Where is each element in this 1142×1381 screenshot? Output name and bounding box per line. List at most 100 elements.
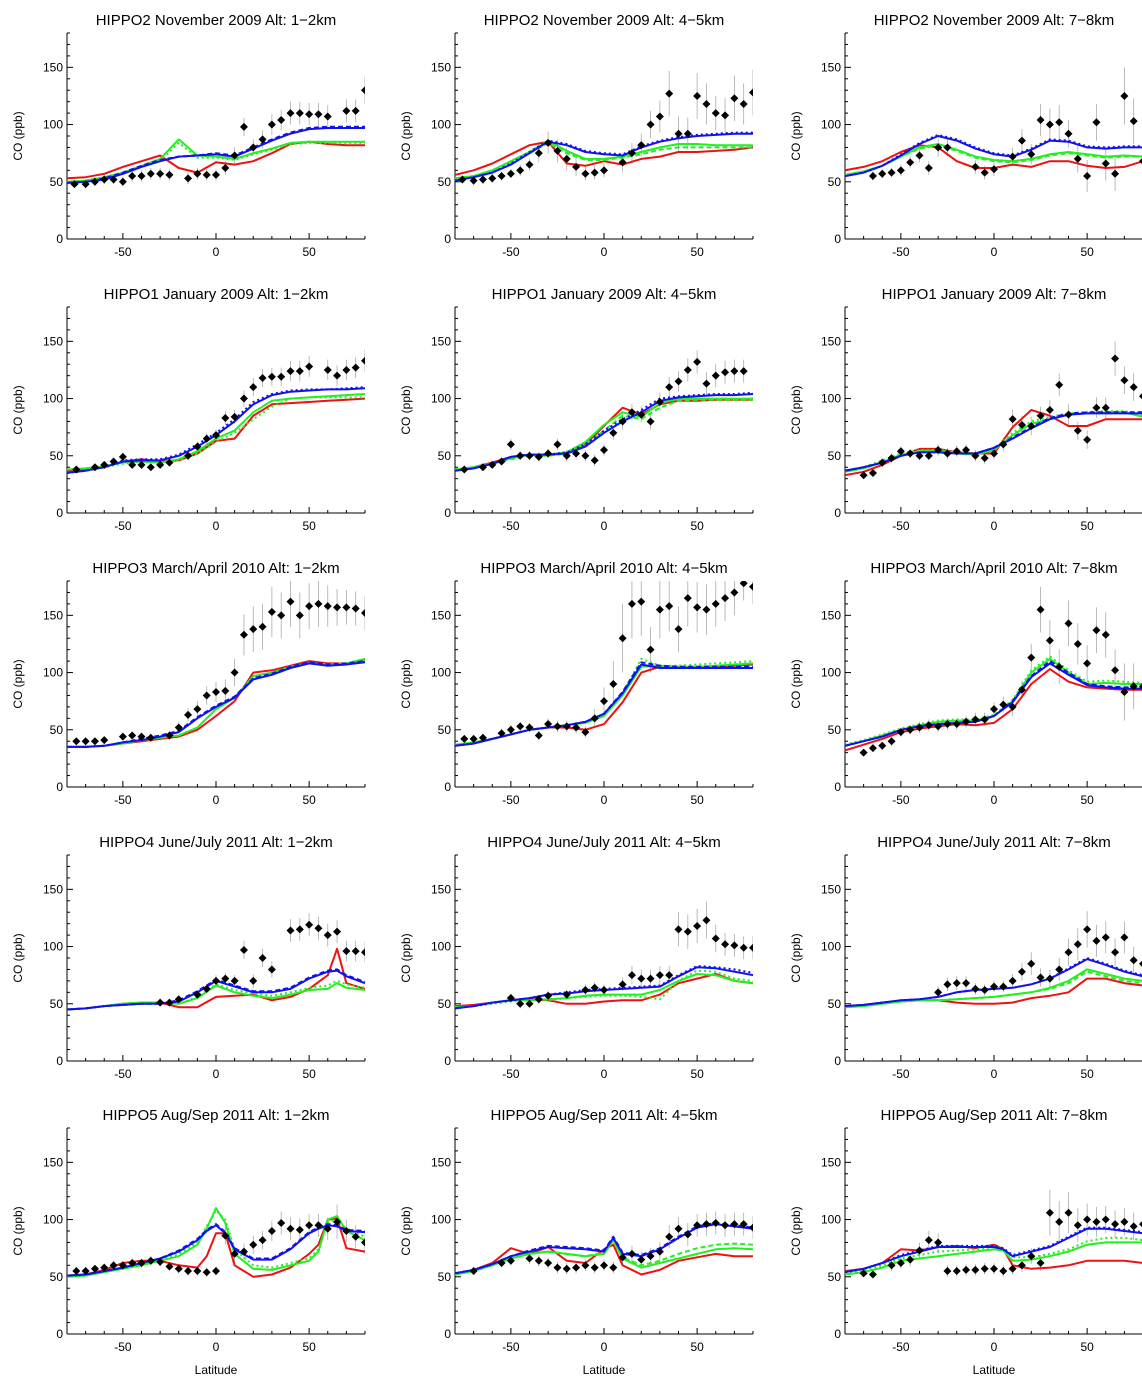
x-tick-label: 0 bbox=[601, 519, 608, 533]
panel-title: HIPPO4 June/July 2011 Alt: 4−5km bbox=[487, 834, 721, 851]
obs-point bbox=[665, 383, 674, 392]
obs-point bbox=[562, 451, 571, 460]
obs-point bbox=[572, 162, 581, 171]
y-tick-label: 0 bbox=[444, 232, 451, 246]
obs-point bbox=[1111, 1220, 1120, 1229]
obs-point bbox=[249, 625, 258, 634]
y-tick-label: 150 bbox=[431, 882, 451, 896]
y-tick-label: 0 bbox=[834, 232, 841, 246]
y-tick-label: 100 bbox=[821, 1213, 841, 1227]
obs-point bbox=[146, 1256, 155, 1265]
obs-point bbox=[590, 714, 599, 723]
obs-point bbox=[221, 686, 230, 695]
obs-point bbox=[267, 965, 276, 974]
x-tick-label: -50 bbox=[892, 793, 910, 807]
obs-point bbox=[72, 1267, 81, 1276]
series-line-4 bbox=[67, 127, 365, 184]
obs-point bbox=[952, 720, 961, 729]
obs-point bbox=[506, 725, 515, 734]
obs-point bbox=[868, 172, 877, 181]
obs-point bbox=[1027, 959, 1036, 968]
obs-point bbox=[1111, 948, 1120, 957]
obs-point bbox=[351, 947, 360, 956]
obs-point bbox=[544, 991, 553, 1000]
obs-point bbox=[906, 449, 915, 458]
obs-point bbox=[351, 1232, 360, 1241]
obs-point bbox=[109, 1261, 118, 1270]
obs-point bbox=[693, 357, 702, 366]
obs-point bbox=[1036, 1259, 1045, 1268]
obs-point bbox=[600, 697, 608, 706]
panel-14: HIPPO5 Aug/Sep 2011 Alt: 4−5km 0 50 100 150 -… bbox=[399, 1107, 754, 1377]
y-tick-label: 100 bbox=[821, 392, 841, 406]
obs-point bbox=[81, 1267, 90, 1276]
obs-point bbox=[146, 169, 155, 178]
obs-point bbox=[230, 668, 239, 677]
obs-point bbox=[683, 129, 692, 138]
obs-point bbox=[702, 1220, 711, 1229]
obs-point bbox=[1064, 410, 1073, 419]
y-tick-label: 100 bbox=[43, 666, 63, 680]
obs-point bbox=[165, 998, 174, 1007]
y-tick-label: 0 bbox=[56, 232, 63, 246]
plot-area bbox=[67, 581, 365, 748]
obs-point bbox=[971, 984, 980, 993]
y-tick-label: 150 bbox=[43, 60, 63, 74]
obs-point bbox=[1120, 933, 1129, 942]
series-line-3 bbox=[67, 979, 365, 1011]
obs-point bbox=[314, 924, 323, 933]
obs-point bbox=[165, 170, 174, 179]
x-tick-label: 0 bbox=[213, 519, 220, 533]
obs-point bbox=[665, 971, 674, 980]
obs-point bbox=[618, 634, 627, 643]
obs-point bbox=[109, 175, 118, 184]
obs-point bbox=[962, 717, 971, 726]
panel-title: HIPPO5 Aug/Sep 2011 Alt: 7−8km bbox=[881, 1107, 1108, 1124]
obs-point bbox=[1055, 118, 1064, 127]
obs-point bbox=[1101, 1215, 1110, 1224]
obs-point bbox=[562, 154, 571, 163]
obs-point bbox=[469, 176, 478, 185]
series-line-2 bbox=[455, 1239, 753, 1276]
obs-point bbox=[665, 89, 674, 98]
obs-point bbox=[971, 162, 980, 171]
panel-title: HIPPO2 November 2009 Alt: 7−8km bbox=[874, 12, 1115, 29]
obs-point bbox=[618, 1253, 627, 1262]
obs-point bbox=[258, 622, 267, 631]
obs-point bbox=[497, 457, 506, 466]
x-tick-label: -50 bbox=[502, 519, 520, 533]
x-tick-label: -50 bbox=[114, 245, 132, 259]
obs-point bbox=[267, 120, 276, 129]
y-tick-label: 50 bbox=[828, 997, 842, 1011]
obs-point bbox=[249, 976, 258, 985]
panel-3: HIPPO2 November 2009 Alt: 7−8km 0 50 100 150… bbox=[789, 12, 1142, 259]
obs-point bbox=[1092, 1217, 1101, 1226]
obs-point bbox=[90, 463, 99, 472]
obs-point bbox=[128, 460, 137, 469]
panel-title: HIPPO1 January 2009 Alt: 7−8km bbox=[882, 286, 1107, 303]
y-tick-label: 50 bbox=[438, 723, 452, 737]
obs-point bbox=[305, 920, 314, 929]
obs-point bbox=[1111, 354, 1120, 363]
obs-point bbox=[469, 734, 478, 743]
obs-point bbox=[665, 602, 674, 611]
series-line-3 bbox=[845, 970, 1142, 1009]
obs-point bbox=[739, 1220, 748, 1229]
obs-point bbox=[655, 971, 664, 980]
obs-point bbox=[314, 1221, 323, 1230]
obs-point bbox=[469, 1267, 478, 1276]
obs-point bbox=[999, 982, 1008, 991]
obs-point bbox=[943, 980, 952, 989]
obs-point bbox=[323, 1224, 332, 1233]
x-tick-label: 50 bbox=[690, 1067, 704, 1081]
obs-point bbox=[286, 1224, 295, 1233]
obs-point bbox=[1017, 420, 1026, 429]
obs-point bbox=[174, 995, 183, 1004]
obs-point bbox=[971, 451, 980, 460]
obs-point bbox=[525, 160, 534, 169]
x-tick-label: 0 bbox=[601, 245, 608, 259]
x-tick-label: 50 bbox=[690, 519, 704, 533]
series-line-4 bbox=[455, 393, 753, 472]
obs-point bbox=[193, 705, 202, 714]
obs-point bbox=[674, 625, 683, 634]
